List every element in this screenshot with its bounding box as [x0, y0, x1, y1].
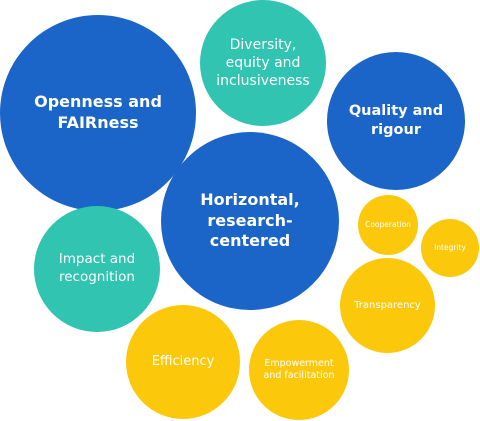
- bubble-diversity-equity-inclusiveness: Diversity, equity and inclusiveness: [200, 0, 326, 126]
- bubble-label: Diversity, equity and inclusiveness: [216, 36, 310, 90]
- bubble-impact-recognition: Impact and recognition: [34, 206, 160, 332]
- bubble-empowerment-facilitation: Empowerment and facilitation: [249, 320, 349, 420]
- bubble-label: Horizontal, research-centered: [200, 189, 300, 251]
- bubble-cooperation: Cooperation: [358, 195, 418, 255]
- bubble-quality-rigour: Quality and rigour: [327, 52, 465, 190]
- bubble-label: Efficiency: [151, 353, 215, 369]
- bubble-label: Openness and FAIRness: [34, 92, 162, 132]
- bubble-horizontal-research-centered: Horizontal, research-centered: [161, 132, 339, 310]
- bubble-label: Empowerment and facilitation: [263, 357, 335, 381]
- bubble-label: Transparency: [354, 300, 421, 311]
- bubble-label: Impact and recognition: [58, 251, 136, 285]
- bubble-label: Integrity: [434, 243, 466, 253]
- bubble-efficiency: Efficiency: [126, 305, 240, 419]
- bubble-integrity: Integrity: [421, 219, 479, 277]
- bubble-label: Cooperation: [365, 220, 411, 230]
- bubble-transparency: Transparency: [340, 258, 435, 353]
- bubble-label: Quality and rigour: [348, 103, 444, 138]
- bubble-openness-fairness: Openness and FAIRness: [0, 15, 196, 211]
